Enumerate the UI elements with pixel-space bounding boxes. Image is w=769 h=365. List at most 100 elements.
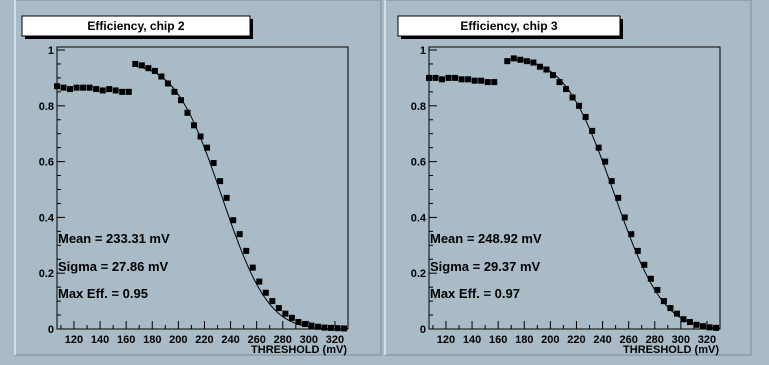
data-point <box>288 314 295 321</box>
data-point <box>445 74 452 81</box>
data-point <box>621 214 628 221</box>
data-point <box>686 319 693 326</box>
x-tick-label: 200 <box>169 334 187 346</box>
data-point <box>680 316 687 323</box>
data-point <box>145 65 152 72</box>
y-tick-label: 0.8 <box>411 101 426 113</box>
data-point <box>595 144 602 151</box>
stats-line-2: Sigma = 29.37 mV <box>430 259 541 274</box>
data-point <box>602 158 609 165</box>
y-tick-label: 1 <box>48 45 54 57</box>
x-tick-label: 140 <box>463 334 481 346</box>
data-point <box>314 323 321 330</box>
y-tick-label: 0.8 <box>39 101 54 113</box>
data-point <box>536 63 543 70</box>
x-tick-label: 240 <box>593 334 611 346</box>
data-point <box>549 72 556 79</box>
data-point <box>608 178 615 185</box>
y-tick-label: 1 <box>420 45 426 57</box>
data-point <box>713 324 720 331</box>
data-point <box>275 305 282 312</box>
data-point <box>171 88 178 95</box>
data-point <box>151 67 158 74</box>
y-tick-label: 0.6 <box>39 157 54 169</box>
data-point <box>471 77 478 84</box>
y-tick-label: 0.4 <box>39 212 55 224</box>
x-tick-label: 300 <box>300 334 318 346</box>
data-point <box>177 97 184 104</box>
data-point <box>693 321 700 328</box>
data-point <box>86 84 93 91</box>
data-point <box>660 298 667 305</box>
title-box <box>397 15 621 37</box>
data-point <box>478 77 485 84</box>
title-box <box>21 15 251 37</box>
stats-line-2: Sigma = 27.86 mV <box>58 259 169 274</box>
y-tick-label: 0.6 <box>411 157 426 169</box>
chart-panel-chip-3: 0 0.2 0.4 0.6 0.8 1 120 140 160 180 200 220 240 260 28… <box>384 0 752 356</box>
stats-line-1: Mean = 248.92 mV <box>430 231 542 246</box>
data-point <box>543 66 550 73</box>
x-tick-label: 280 <box>646 334 664 346</box>
y-tick-label: 0.2 <box>411 268 426 280</box>
y-tick-label: 0.2 <box>39 268 54 280</box>
data-point <box>556 79 563 86</box>
data-point <box>282 310 289 317</box>
x-tick-label: 140 <box>91 334 109 346</box>
x-tick-label: 260 <box>247 334 265 346</box>
x-tick-label: 300 <box>672 334 690 346</box>
data-point <box>308 322 315 329</box>
data-point <box>217 178 224 185</box>
data-point <box>73 84 80 91</box>
x-tick-label: 120 <box>65 334 83 346</box>
data-point <box>341 325 348 332</box>
x-axis-label: THRESHOLD (mV) <box>251 344 347 356</box>
chart-title: Efficiency, chip 2 <box>87 19 184 33</box>
x-tick-label: 120 <box>437 334 455 346</box>
chart-panel-chip-2: 0 0.2 0.4 0.6 0.8 1 120 140 160 180 200 220 240 260 28… <box>14 0 382 356</box>
data-point <box>256 278 263 285</box>
data-point <box>321 324 328 331</box>
data-point <box>295 319 302 326</box>
data-point <box>125 88 132 95</box>
data-point <box>523 58 530 65</box>
x-tick-label: 320 <box>326 334 344 346</box>
data-point <box>491 79 498 86</box>
data-point <box>223 194 230 201</box>
data-point <box>667 305 674 312</box>
x-tick-label: 280 <box>274 334 292 346</box>
stats-line-3: Max Eff. = 0.95 <box>58 286 148 301</box>
data-point <box>634 247 641 254</box>
data-point <box>510 55 517 62</box>
data-point <box>576 102 583 109</box>
data-point <box>164 80 171 87</box>
y-tick-label: 0 <box>420 324 426 336</box>
y-tick-label: 0.4 <box>411 212 427 224</box>
data-point <box>530 59 537 66</box>
data-point <box>426 74 432 81</box>
data-point <box>210 159 217 166</box>
data-point <box>80 84 87 91</box>
x-tick-label: 180 <box>143 334 161 346</box>
data-point <box>184 109 191 116</box>
data-point <box>334 325 341 332</box>
stats-line-1: Mean = 233.31 mV <box>58 231 170 246</box>
x-tick-label: 160 <box>489 334 507 346</box>
data-point <box>112 87 119 94</box>
data-point <box>465 76 472 83</box>
data-point <box>204 144 211 151</box>
data-point <box>615 194 622 201</box>
data-point <box>328 324 335 331</box>
data-point <box>589 127 596 134</box>
chart-title: Efficiency, chip 3 <box>460 19 557 33</box>
data-point <box>67 86 74 93</box>
data-point <box>452 74 459 81</box>
plot-frame <box>428 46 721 330</box>
x-tick-label: 180 <box>515 334 533 346</box>
data-point <box>99 87 106 94</box>
data-point <box>504 58 511 65</box>
data-point <box>706 324 713 331</box>
data-point <box>517 56 524 63</box>
data-point <box>132 60 139 67</box>
